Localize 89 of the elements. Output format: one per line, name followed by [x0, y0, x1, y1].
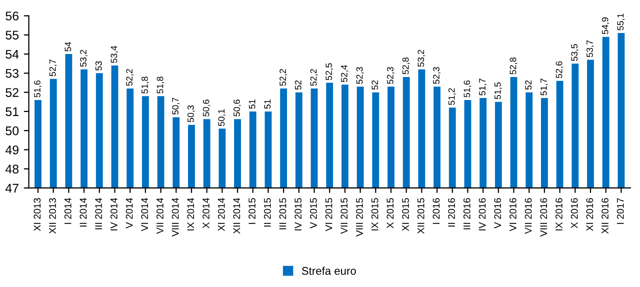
y-tick-label: 55	[6, 30, 19, 40]
data-label: 54	[64, 42, 72, 52]
data-label: 52,6	[556, 61, 564, 78]
data-label: 52,4	[340, 65, 348, 82]
x-tick-label: II 2014	[80, 198, 87, 227]
data-label: 52,8	[402, 58, 410, 74]
x-tick-label: XI 2015	[402, 198, 409, 231]
data-label: 50,7	[172, 98, 180, 115]
x-tick-label: III 2015	[279, 198, 286, 230]
x-tick-label: IX 2014	[187, 198, 194, 230]
x-tick-label: III 2016	[463, 198, 470, 230]
x-tick-label: II 2015	[264, 198, 271, 227]
y-tick-label: 52	[6, 88, 18, 97]
data-label: 55,1	[617, 14, 625, 30]
data-label: 53,2	[418, 50, 426, 67]
x-tick-label: X 2015	[386, 198, 394, 228]
x-tick-label: VII 2014	[156, 198, 164, 234]
data-label: 53,5	[571, 44, 579, 61]
data-label: 51,2	[448, 88, 456, 105]
x-tick-label: IX 2015	[371, 198, 378, 230]
x-tick-label: IV 2014	[110, 198, 118, 230]
data-label: 52,2	[280, 69, 288, 86]
x-tick-label: V 2015	[310, 198, 317, 228]
x-tick-label: I 2014	[64, 198, 72, 224]
x-tick-label: IV 2016	[478, 198, 486, 230]
data-label: 50,6	[202, 100, 210, 116]
data-label: 53,7	[586, 40, 594, 58]
data-label: 52,3	[387, 67, 394, 84]
data-label: 51,6	[464, 80, 472, 98]
x-tick-label: VI 2014	[141, 198, 148, 232]
data-label: 52,3	[433, 67, 441, 84]
data-label: 51,8	[141, 76, 149, 94]
y-tick-label: 51	[6, 107, 18, 116]
x-tick-label: X 2016	[570, 198, 578, 228]
data-label: 51	[264, 100, 271, 109]
data-label: 52	[372, 80, 378, 90]
data-label: 51,5	[494, 82, 502, 100]
data-label: 52,2	[126, 69, 134, 86]
x-tick-label: VIII 2015	[356, 198, 363, 237]
x-tick-label: XII 2013	[49, 198, 56, 234]
y-tick-label: 54	[6, 50, 19, 59]
data-label: 52	[294, 80, 302, 90]
x-tick-label: I 2017	[616, 198, 624, 224]
y-tick-label: 53	[6, 68, 19, 78]
x-tick-label: VIII 2014	[172, 198, 179, 237]
data-label: 52,3	[356, 67, 364, 84]
x-tick-label: XI 2013	[34, 198, 41, 231]
data-label: 53,2	[80, 50, 88, 67]
data-label: 52,8	[510, 58, 518, 74]
data-label: 52	[525, 80, 532, 90]
data-label: 50,1	[218, 109, 226, 126]
data-label: 50,6	[234, 100, 242, 116]
x-tick-label: XII 2014	[233, 198, 240, 234]
x-tick-label: X 2014	[202, 198, 210, 228]
x-tick-label: VI 2016	[509, 198, 516, 232]
x-tick-label: VI 2015	[325, 198, 332, 232]
y-tick-label: 47	[5, 184, 18, 193]
data-label: 51,7	[540, 78, 548, 96]
x-tick-label: VIII 2016	[540, 198, 548, 237]
data-label: 52,5	[326, 63, 334, 80]
x-tick-label: I 2016	[432, 198, 440, 224]
x-tick-label: I 2015	[248, 198, 256, 224]
legend-label: Strefa euro	[302, 266, 356, 275]
data-label: 51,7	[479, 78, 487, 96]
data-label: 51,6	[34, 80, 42, 98]
y-tick-label: 48	[5, 164, 19, 174]
data-label: 53	[95, 61, 102, 71]
x-tick-label: III 2014	[95, 198, 102, 230]
data-label: 52,7	[49, 60, 57, 76]
x-tick-label: XII 2015	[417, 198, 424, 234]
x-tick-label: XII 2016	[602, 198, 608, 234]
data-label: 51	[248, 100, 256, 109]
y-tick-label: 50	[6, 126, 19, 136]
data-label: 50,3	[188, 105, 195, 122]
x-tick-label: V 2016	[494, 198, 502, 228]
data-label: 52,2	[310, 69, 318, 86]
x-tick-label: XI 2014	[218, 198, 225, 231]
y-tick-label: 49	[5, 146, 18, 154]
x-tick-label: II 2016	[448, 198, 455, 227]
x-tick-label: V 2014	[126, 198, 133, 228]
x-tick-label: VII 2015	[340, 198, 348, 234]
data-label: 54,9	[602, 17, 610, 34]
x-tick-label: VII 2016	[524, 198, 532, 234]
data-label: 53,4	[110, 46, 118, 63]
data-label: 51,8	[156, 76, 164, 94]
x-tick-label: IX 2016	[556, 198, 562, 230]
x-tick-label: IV 2015	[294, 198, 302, 230]
x-tick-label: XI 2016	[586, 198, 594, 231]
y-tick-label: 56	[6, 12, 19, 20]
